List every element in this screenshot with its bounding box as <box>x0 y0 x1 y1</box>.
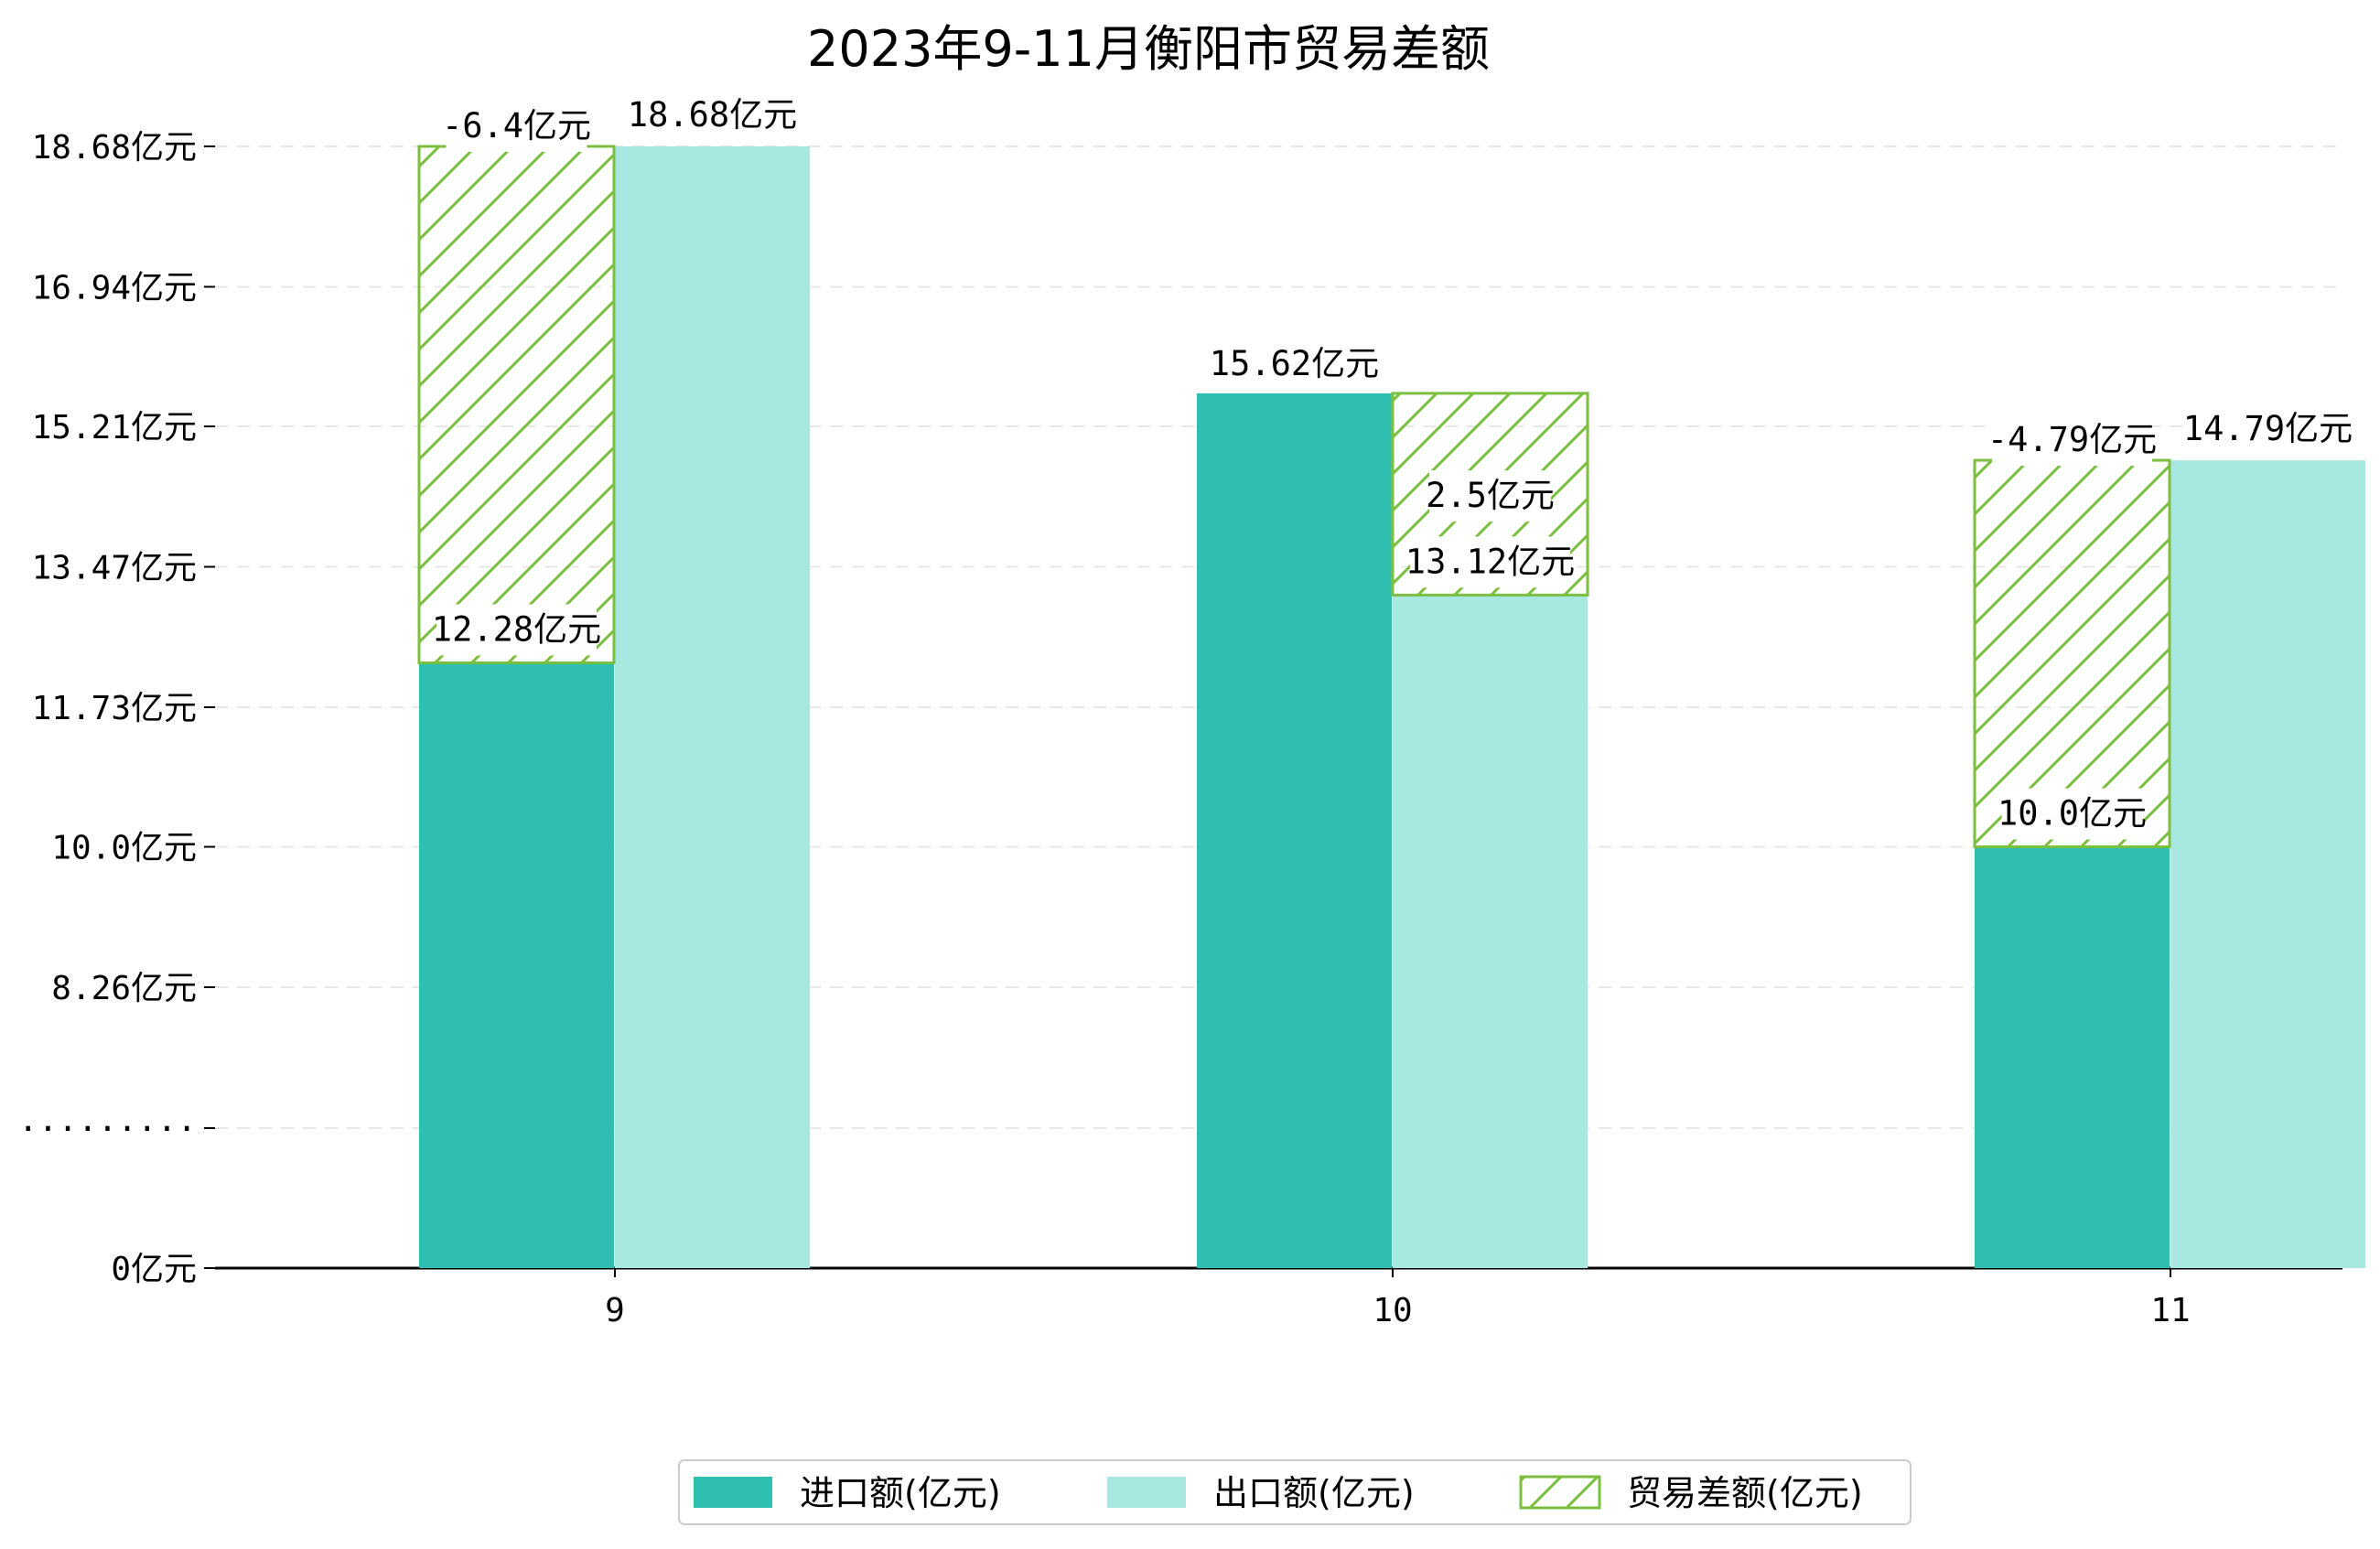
y-tick-label: 8.26亿元 <box>51 970 197 1007</box>
data-label-bg <box>436 604 597 656</box>
trade-balance-value-label: -4.79亿元 <box>1987 414 2157 467</box>
legend-export: 出口额(亿元) <box>1107 1473 1415 1513</box>
data-label-bg <box>1429 470 1551 522</box>
legend-box <box>678 1459 1912 1525</box>
import-bar <box>419 662 614 1268</box>
trade-balance-bar <box>1973 458 2171 849</box>
y-tick-label: 16.94亿元 <box>32 269 197 307</box>
import-bar <box>1975 846 2170 1268</box>
data-label: 2.5亿元 <box>1426 476 1555 515</box>
data-label: -4.79亿元 <box>1987 420 2157 459</box>
y-tick-label: 11.73亿元 <box>32 690 197 727</box>
data-label: 14.79亿元 <box>2183 409 2353 448</box>
data-label-bg <box>2188 403 2348 456</box>
x-tick-label: 11 <box>2150 1292 2190 1329</box>
x-tick-label: 10 <box>1373 1292 1412 1329</box>
export-bar <box>615 146 810 1268</box>
axes: 0亿元 ········· 8.26亿元 10.0亿元 11.73亿元 13.47亿元 15… <box>18 129 2342 1329</box>
legend-label: 进口额(亿元) <box>800 1473 1001 1513</box>
legend-swatch <box>694 1477 772 1508</box>
data-label: 15.62亿元 <box>1210 344 1379 383</box>
data-label: 12.28亿元 <box>432 609 601 649</box>
y-tick-label: ········· <box>18 1111 197 1148</box>
data-label: -6.4亿元 <box>442 106 591 145</box>
import-bar <box>1197 393 1392 1268</box>
x-tick-label: 9 <box>605 1292 625 1329</box>
data-label-bg <box>2001 788 2143 840</box>
y-tick-label: 18.68亿元 <box>32 129 197 167</box>
legend-label: 出口额(亿元) <box>1213 1473 1415 1513</box>
data-label-bg <box>446 101 587 152</box>
trade-balance-bar <box>417 145 616 664</box>
legend: 进口额(亿元) 出口额(亿元) 贸易差额(亿元) <box>678 1459 1912 1525</box>
export-value-label: 18.68亿元 <box>628 90 797 141</box>
legend-trade-balance: 贸易差额(亿元) <box>1519 1473 1863 1513</box>
legend-label: 贸易差额(亿元) <box>1627 1473 1863 1513</box>
legend-import: 进口额(亿元) <box>694 1473 1001 1513</box>
export-bar <box>1393 595 1588 1268</box>
export-value-label: 14.79亿元 <box>2183 403 2353 456</box>
import-value-label: 12.28亿元 <box>432 604 601 656</box>
chart-title: 2023年9-11月衡阳市贸易差额 <box>807 20 1490 78</box>
legend-swatch <box>1107 1477 1186 1508</box>
y-tick-label: 10.0亿元 <box>51 830 197 867</box>
data-label-bg <box>632 90 792 141</box>
legend-swatch <box>1519 1475 1601 1510</box>
data-labels: 12.28亿元 18.68亿元 -6.4亿元 15.62亿元 13.12亿元 2.5亿元 1… <box>432 90 2353 840</box>
data-label-bg <box>1410 536 1570 588</box>
y-tick-label: 13.47亿元 <box>32 550 197 587</box>
data-label-bg <box>1214 338 1374 390</box>
y-tick-label: 0亿元 <box>111 1251 197 1288</box>
bars <box>417 145 2365 1269</box>
y-tick-label: 15.21亿元 <box>32 409 197 446</box>
trade-balance-value-label: 2.5亿元 <box>1426 470 1555 522</box>
data-label-bg <box>1992 414 2152 467</box>
trade-balance-value-label: -6.4亿元 <box>442 101 591 152</box>
data-label: 18.68亿元 <box>628 95 797 134</box>
data-label: 10.0亿元 <box>1998 794 2147 834</box>
import-value-label: 15.62亿元 <box>1210 338 1379 390</box>
export-value-label: 13.12亿元 <box>1405 536 1575 588</box>
import-value-label: 10.0亿元 <box>1998 788 2147 840</box>
data-label: 13.12亿元 <box>1405 542 1575 581</box>
export-bar <box>2170 460 2365 1269</box>
